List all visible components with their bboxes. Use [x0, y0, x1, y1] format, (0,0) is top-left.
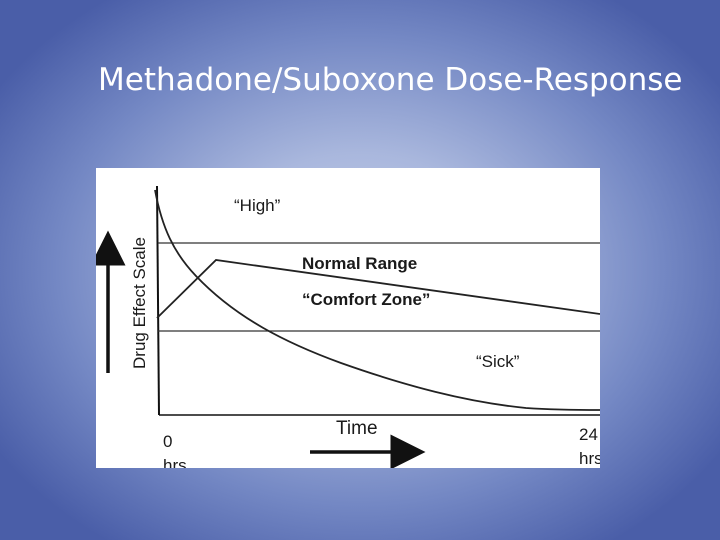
- x-axis-label: Time: [336, 418, 378, 439]
- zone-high-label: “High”: [234, 196, 281, 215]
- x-end-value: 24: [579, 425, 598, 444]
- x-start-value: 0: [163, 432, 172, 451]
- zone-comfort-label: “Comfort Zone”: [302, 290, 430, 309]
- x-end-unit: hrs: [579, 449, 600, 468]
- y-axis-line: [156, 185, 160, 416]
- long-acting-curve: [156, 259, 600, 319]
- x-start-unit: hrs: [163, 456, 187, 468]
- zone-sick-label: “Sick”: [476, 352, 520, 371]
- dose-response-diagram: Drug Effect Scale “High” Normal Range “C…: [96, 168, 600, 468]
- diagram-canvas: Drug Effect Scale “High” Normal Range “C…: [96, 185, 600, 468]
- y-axis-label: Drug Effect Scale: [130, 237, 149, 369]
- short-acting-curve: [154, 189, 600, 411]
- slide-title: Methadone/Suboxone Dose-Response: [98, 62, 683, 98]
- zone-normal-label: Normal Range: [302, 254, 417, 273]
